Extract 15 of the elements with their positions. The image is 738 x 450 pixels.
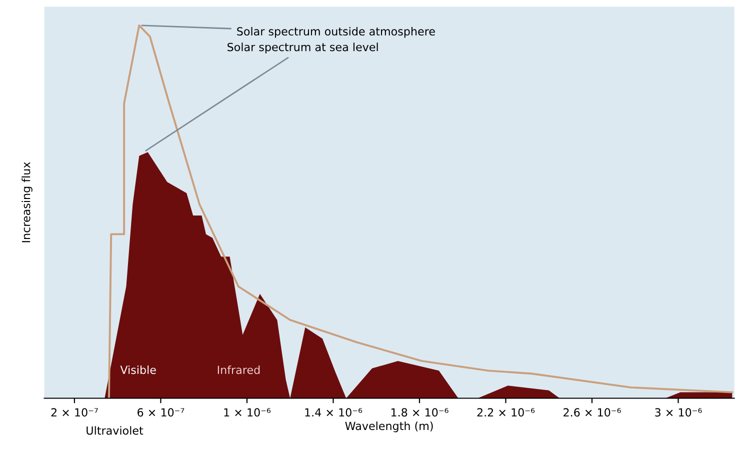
x-tick-label: 6 × 10⁻⁷ (138, 408, 184, 417)
x-tick-label: 2.6 × 10⁻⁶ (564, 408, 621, 417)
annotation: Infrared (218, 365, 260, 374)
annotation: Solar spectrum at sea level (228, 42, 378, 54)
x-tick-label: 1.4 × 10⁻⁶ (305, 408, 362, 417)
x-tick-label: 1 × 10⁻⁶ (224, 408, 271, 417)
annotation: Solar spectrum outside atmosphere (237, 26, 435, 38)
annotation: Visible (120, 365, 156, 374)
x-tick-label: 3 × 10⁻⁶ (655, 408, 702, 417)
x-tick-label: 2.2 × 10⁻⁶ (477, 408, 535, 417)
x-axis-title: Wavelength (m) (345, 422, 433, 432)
text: Ultraviolet (86, 426, 144, 435)
x-tick-label: 2 × 10⁻⁷ (51, 408, 98, 417)
x-tick-label: 1.8 × 10⁻⁶ (391, 408, 448, 417)
y-axis-title: Increasing flux (22, 162, 32, 242)
